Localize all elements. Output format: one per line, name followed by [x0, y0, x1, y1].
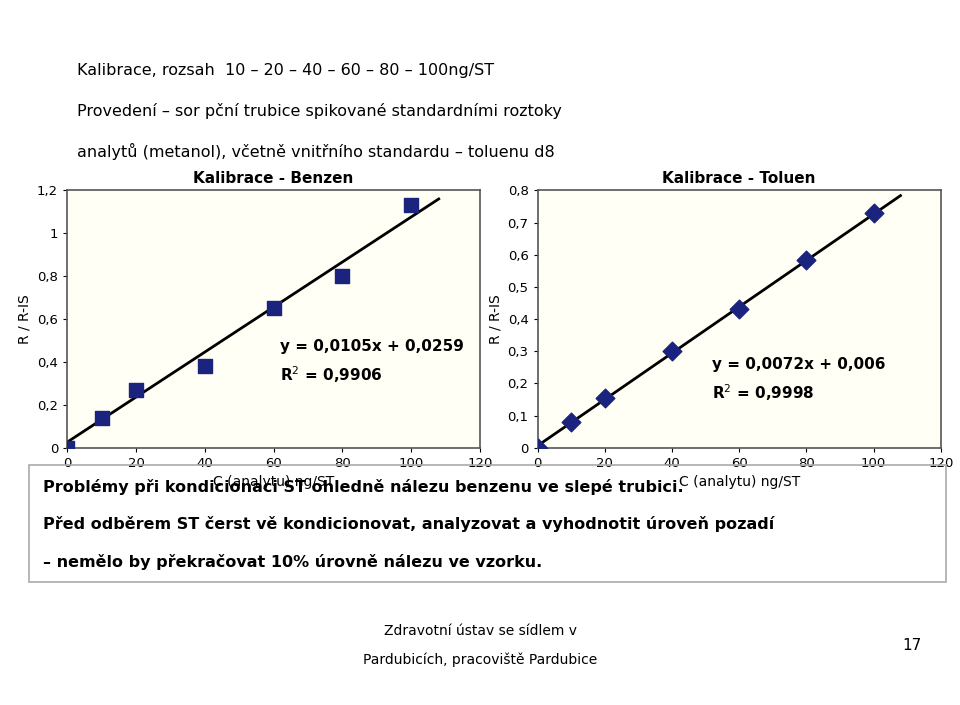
Point [60, 442, 75, 453]
Text: Problémy při kondicionaci ST ohledně nálezu benzenu ve slepé trubici.: Problémy při kondicionaci ST ohledně nál… [42, 479, 684, 495]
X-axis label: C (analytu) ng/ST: C (analytu) ng/ST [213, 475, 334, 489]
Point [564, 416, 579, 427]
Text: y = 0,0105x + 0,0259
R$^2$ = 0,9906: y = 0,0105x + 0,0259 R$^2$ = 0,9906 [280, 339, 465, 385]
Text: Pardubicích, pracoviště Pardubice: Pardubicích, pracoviště Pardubice [363, 652, 597, 667]
Text: y = 0,0072x + 0,006
R$^2$ = 0,9998: y = 0,0072x + 0,006 R$^2$ = 0,9998 [712, 357, 886, 403]
Title: Kalibrace - Toluen: Kalibrace - Toluen [662, 171, 816, 186]
Point [799, 254, 814, 265]
Point [530, 442, 545, 453]
Text: Kalibrace, rozsah  10 – 20 – 40 – 60 – 80 – 100ng/ST: Kalibrace, rozsah 10 – 20 – 40 – 60 – 80… [77, 63, 494, 78]
Point [94, 412, 109, 423]
Title: Kalibrace - Benzen: Kalibrace - Benzen [193, 171, 354, 186]
Text: 17: 17 [902, 637, 922, 653]
Text: Před odběrem ST čerst vě kondicionovat, analyzovat a vyhodnotit úroveň pozadí: Před odběrem ST čerst vě kondicionovat, … [42, 517, 774, 532]
Point [335, 271, 350, 282]
Text: Příklad č. 1 – Stanovení BTEX ve venkovním ovzduší: Příklad č. 1 – Stanovení BTEX ve venkovn… [134, 18, 826, 42]
Y-axis label: R / R-IS: R / R-IS [488, 294, 502, 344]
Point [664, 345, 680, 357]
Y-axis label: R / R-IS: R / R-IS [17, 294, 32, 344]
Text: Provedení – sor pční trubice spikované standardními roztoky: Provedení – sor pční trubice spikované s… [77, 103, 562, 119]
Text: analytů (metanol), včetně vnitřního standardu – toluenu d8: analytů (metanol), včetně vnitřního stan… [77, 142, 555, 159]
Point [732, 304, 747, 315]
Text: – nemělo by překračovat 10% úrovně nálezu ve vzorku.: – nemělo by překračovat 10% úrovně nález… [42, 553, 541, 570]
X-axis label: C (analytu) ng/ST: C (analytu) ng/ST [679, 475, 800, 489]
Point [197, 360, 212, 372]
Point [266, 302, 281, 314]
Point [597, 392, 612, 403]
Point [866, 207, 881, 219]
Point [129, 384, 144, 396]
Point [403, 200, 419, 211]
Text: Zdravotní ústav se sídlem v: Zdravotní ústav se sídlem v [383, 624, 577, 638]
